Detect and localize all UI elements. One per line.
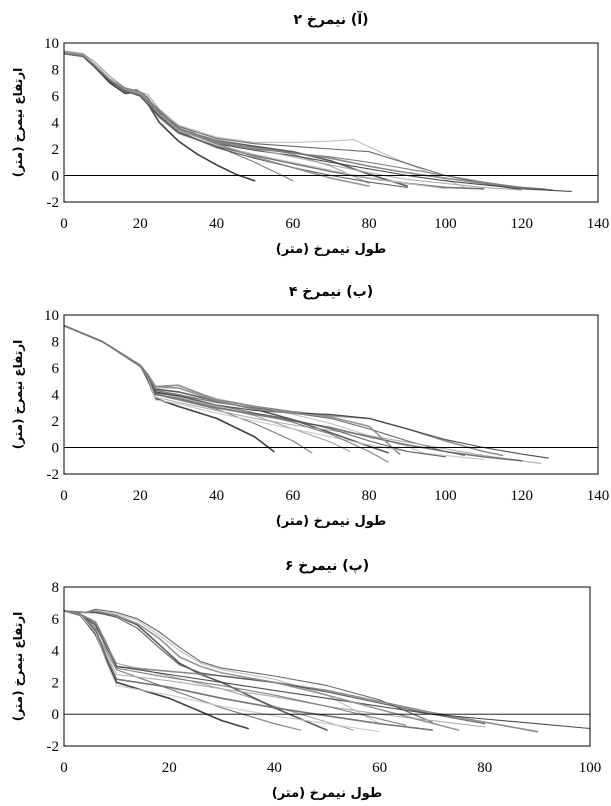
profile-line-7 — [64, 324, 504, 457]
chart-title: (آ) نیمرخ ۲ — [293, 10, 368, 28]
y-tick-label: 0 — [52, 441, 60, 457]
x-tick-label: 60 — [372, 760, 387, 776]
y-tick-label: -2 — [47, 195, 60, 211]
y-tick-label: 2 — [52, 675, 60, 691]
x-tick-label: 100 — [579, 760, 602, 776]
x-tick-label: 0 — [60, 216, 68, 232]
x-axis-label: طول نیمرخ (متر) — [272, 786, 382, 801]
x-tick-label: 60 — [285, 488, 300, 504]
x-tick-label: 140 — [587, 488, 610, 504]
x-axis-label: طول نیمرخ (متر) — [276, 242, 386, 257]
profile-line-9 — [64, 325, 542, 464]
y-axis-label: ارتفاع نیمرخ (متر) — [11, 68, 25, 178]
x-tick-label: 20 — [133, 216, 148, 232]
x-tick-label: 60 — [285, 216, 300, 232]
y-tick-label: 4 — [52, 116, 60, 132]
profile-line-6 — [64, 325, 466, 456]
x-tick-label: 40 — [267, 760, 282, 776]
profile-line-14 — [64, 610, 407, 726]
chart-panel-2: (ب) نیمرخ ۴0 20 40 60 80 100 120 1401086420-2طو… — [11, 284, 609, 529]
y-tick-label: 0 — [52, 707, 60, 723]
x-tick-label: 0 — [60, 488, 68, 504]
y-tick-label: 0 — [52, 169, 60, 185]
profile-line-8 — [64, 53, 572, 192]
y-tick-label: 10 — [44, 36, 59, 52]
profile-line-13 — [64, 51, 370, 187]
profile-line-11 — [64, 610, 381, 733]
x-tick-label: 40 — [209, 488, 224, 504]
profile-line-3 — [64, 610, 354, 731]
profile-line-10 — [64, 610, 434, 731]
profile-line-12 — [64, 610, 486, 725]
x-tick-label: 80 — [362, 488, 377, 504]
y-tick-label: 4 — [52, 388, 60, 404]
chart-panel-1: (آ) نیمرخ ۲0 20 40 60 80 100 120 1401086420-2طو… — [11, 10, 609, 257]
y-tick-label: 6 — [52, 89, 60, 105]
series-group — [64, 608, 590, 733]
x-tick-label: 100 — [434, 216, 457, 232]
profile-line-1 — [64, 324, 275, 453]
profile-line-14 — [64, 325, 389, 463]
y-axis-label: ارتفاع نیمرخ (متر) — [11, 340, 25, 450]
y-tick-label: -2 — [47, 739, 60, 755]
profile-line-11 — [64, 51, 446, 190]
y-tick-label: -2 — [47, 467, 60, 483]
y-tick-label: 10 — [44, 308, 59, 324]
y-tick-label: 6 — [52, 361, 60, 377]
x-axis-label: طول نیمرخ (متر) — [276, 514, 386, 529]
x-tick-label: 120 — [510, 216, 533, 232]
profile-line-14 — [64, 53, 546, 190]
profile-line-8 — [64, 325, 549, 459]
profile-line-4 — [64, 324, 390, 454]
y-tick-label: 2 — [52, 414, 60, 430]
y-tick-label: 8 — [52, 335, 60, 351]
series-group — [64, 50, 572, 192]
y-tick-label: 4 — [52, 644, 60, 660]
x-tick-label: 140 — [587, 216, 610, 232]
series-group — [64, 324, 549, 464]
profile-line-5 — [64, 325, 427, 455]
y-tick-label: 6 — [52, 612, 60, 628]
plot-frame — [63, 42, 599, 203]
profile-line-9 — [64, 51, 523, 191]
plot-frame — [63, 314, 599, 475]
chart-title: (پ) نیمرخ ۶ — [285, 558, 369, 574]
profile-line-9 — [64, 610, 486, 728]
y-tick-label: 8 — [52, 63, 60, 79]
profile-line-13 — [64, 610, 460, 731]
y-axis-label: ارتفاع نیمرخ (متر) — [11, 612, 25, 722]
x-tick-label: 80 — [477, 760, 492, 776]
profile-line-8 — [64, 610, 590, 730]
x-tick-label: 20 — [133, 488, 148, 504]
x-tick-label: 40 — [209, 216, 224, 232]
profile-line-6 — [64, 608, 433, 723]
x-tick-label: 20 — [162, 760, 177, 776]
profile-line-7 — [64, 51, 554, 191]
chart-title: (ب) نیمرخ ۴ — [289, 284, 373, 300]
plot-frame — [63, 586, 591, 747]
x-tick-label: 120 — [510, 488, 533, 504]
x-tick-label: 0 — [60, 760, 68, 776]
y-tick-label: 2 — [52, 142, 60, 158]
profile-line-2 — [64, 610, 302, 731]
x-tick-label: 80 — [362, 216, 377, 232]
x-tick-label: 100 — [434, 488, 457, 504]
profile-line-6 — [64, 53, 523, 191]
profile-line-11 — [64, 325, 485, 460]
y-tick-label: 8 — [52, 580, 60, 596]
profile-line-12 — [64, 53, 408, 188]
